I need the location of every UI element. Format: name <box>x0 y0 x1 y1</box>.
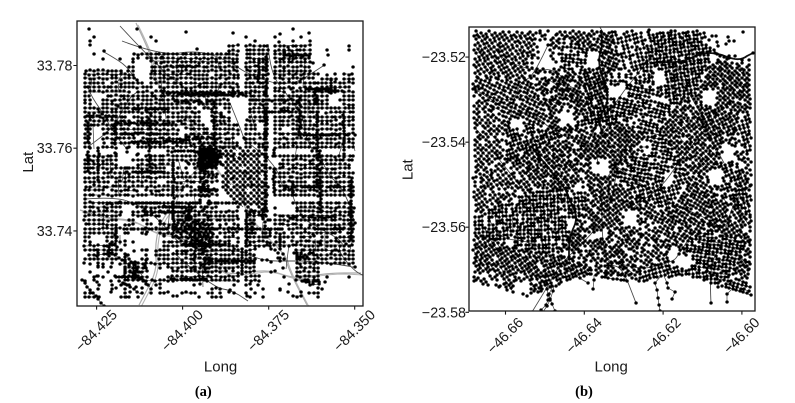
svg-text:33.78: 33.78 <box>37 59 73 75</box>
svg-text:Long: Long <box>595 359 628 376</box>
svg-text:33.76: 33.76 <box>37 141 73 157</box>
svg-text:(b): (b) <box>575 384 593 400</box>
svg-text:−23.58: −23.58 <box>422 305 466 321</box>
svg-text:(a): (a) <box>195 384 212 400</box>
svg-text:Long: Long <box>204 359 237 376</box>
svg-text:−23.54: −23.54 <box>422 135 466 151</box>
svg-text:Lat: Lat <box>20 151 37 173</box>
svg-text:Lat: Lat <box>400 158 417 180</box>
svg-text:−23.52: −23.52 <box>422 50 466 66</box>
svg-text:−23.56: −23.56 <box>422 220 466 236</box>
svg-text:33.74: 33.74 <box>37 224 73 240</box>
